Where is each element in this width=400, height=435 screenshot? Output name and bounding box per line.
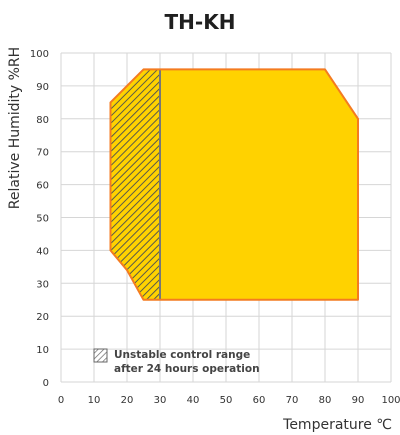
legend-label-line2: after 24 hours operation — [114, 363, 260, 375]
y-tick-label: 20 — [36, 312, 49, 323]
x-tick-label: 90 — [352, 395, 365, 406]
y-tick-label: 70 — [36, 148, 49, 159]
x-tick-label: 50 — [220, 395, 233, 406]
x-tick-label: 80 — [319, 395, 332, 406]
x-tick-label: 0 — [58, 395, 64, 406]
y-tick-label: 10 — [36, 345, 49, 356]
x-tick-label: 70 — [286, 395, 299, 406]
x-axis-label: Temperature ℃ — [282, 417, 392, 433]
x-tick-label: 20 — [121, 395, 134, 406]
unstable-range-area — [110, 69, 160, 300]
operating-range-area — [110, 69, 358, 300]
y-tick-label: 90 — [36, 82, 49, 93]
legend-label-line1: Unstable control range — [114, 349, 250, 361]
x-tick-label: 30 — [154, 395, 167, 406]
x-tick-label: 40 — [187, 395, 200, 406]
y-tick-label: 60 — [36, 181, 49, 192]
x-tick-label: 10 — [88, 395, 101, 406]
y-tick-label: 100 — [30, 49, 49, 60]
x-tick-label: 60 — [253, 395, 266, 406]
operating-range-outline — [109, 68, 359, 301]
x-tick-label: 100 — [381, 395, 400, 406]
y-tick-label: 40 — [36, 246, 49, 257]
y-tick-label: 50 — [36, 214, 49, 225]
chart-title: TH-KH — [165, 10, 236, 34]
legend-swatch — [93, 348, 108, 363]
x-axis-ticks: 0 10 20 30 40 50 60 70 80 90 100 — [58, 395, 400, 406]
y-axis-ticks: 0 10 20 30 40 50 60 70 80 90 100 — [30, 49, 49, 389]
y-tick-label: 80 — [36, 115, 49, 126]
y-axis-label: Relative Humidity %RH — [7, 47, 23, 209]
y-tick-label: 30 — [36, 279, 49, 290]
legend: Unstable control range after 24 hours op… — [93, 348, 260, 375]
y-tick-label: 0 — [43, 378, 49, 389]
